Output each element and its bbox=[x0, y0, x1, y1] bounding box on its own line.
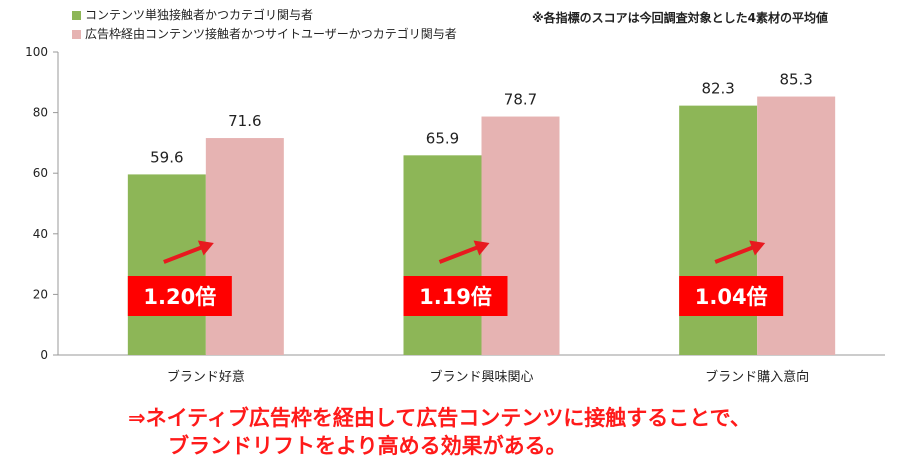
y-tick-label: 0 bbox=[40, 348, 48, 362]
legend-item-series1: コンテンツ単独接触者かつカテゴリ関与者 bbox=[72, 6, 457, 25]
value-label: 82.3 bbox=[701, 80, 734, 98]
value-labels: 59.6 71.6 65.9 78.7 82.3 85.3 bbox=[150, 71, 813, 167]
ratio-box bbox=[679, 276, 784, 316]
bar-series2 bbox=[481, 116, 560, 355]
ratio-box bbox=[127, 276, 232, 316]
arrow-shaft bbox=[163, 243, 209, 264]
conclusion-line-1: ⇒ネイティブ広告枠を経由して広告コンテンツに接触することで、 bbox=[128, 406, 751, 430]
value-label: 85.3 bbox=[779, 71, 812, 89]
legend-label-series1: コンテンツ単独接触者かつカテゴリ関与者 bbox=[85, 8, 314, 22]
arrow-shaft bbox=[714, 243, 760, 264]
bar-series2 bbox=[205, 138, 284, 355]
y-axis-ticks: 0 20 40 60 80 100 bbox=[25, 45, 58, 362]
legend-swatch-green bbox=[72, 11, 81, 20]
ratio-label: 1.04倍 bbox=[695, 285, 768, 309]
bar-series1 bbox=[127, 174, 206, 355]
ratio-box bbox=[403, 276, 508, 316]
chart-bars bbox=[127, 96, 836, 355]
arrow-head bbox=[749, 240, 766, 256]
category-label: ブランド好意 bbox=[167, 369, 245, 385]
bar-series2 bbox=[757, 96, 836, 355]
conclusion-line-2: ブランドリフトをより高める効果がある。 bbox=[168, 434, 567, 458]
category-label: ブランド購入意向 bbox=[705, 369, 809, 385]
bar-series1 bbox=[403, 155, 482, 355]
conclusion-text: ⇒ネイティブ広告枠を経由して広告コンテンツに接触することで、 ブランドリフトをよ… bbox=[128, 404, 751, 460]
value-label: 71.6 bbox=[228, 112, 261, 130]
value-label: 78.7 bbox=[504, 91, 537, 109]
y-tick-label: 80 bbox=[33, 106, 48, 120]
ratio-label: 1.19倍 bbox=[419, 285, 492, 309]
value-label: 59.6 bbox=[150, 148, 183, 166]
y-tick-label: 60 bbox=[33, 166, 48, 180]
arrow-head bbox=[197, 240, 214, 256]
y-tick-label: 40 bbox=[33, 227, 48, 241]
ratio-label: 1.20倍 bbox=[143, 285, 216, 309]
category-labels: ブランド好意 ブランド興味関心 ブランド購入意向 bbox=[167, 369, 809, 385]
legend-swatch-pink bbox=[72, 30, 81, 39]
arrow-head bbox=[473, 240, 490, 256]
legend-label-series2: 広告枠経由コンテンツ接触者かつサイトユーザーかつカテゴリ関与者 bbox=[85, 27, 457, 41]
y-tick-label: 100 bbox=[25, 45, 48, 59]
chart-note: ※各指標のスコアは今回調査対象とした4素材の平均値 bbox=[532, 11, 829, 25]
category-label: ブランド興味関心 bbox=[429, 369, 533, 385]
arrow-shaft bbox=[438, 243, 485, 264]
value-label: 65.9 bbox=[426, 129, 459, 147]
chart-legend: コンテンツ単独接触者かつカテゴリ関与者 広告枠経由コンテンツ接触者かつサイトユー… bbox=[72, 6, 457, 44]
legend-item-series2: 広告枠経由コンテンツ接触者かつサイトユーザーかつカテゴリ関与者 bbox=[72, 25, 457, 44]
ratio-annotations: 1.20倍 1.19倍 1.04倍 bbox=[127, 240, 784, 316]
bar-series1 bbox=[679, 105, 758, 355]
y-tick-label: 20 bbox=[33, 287, 48, 301]
